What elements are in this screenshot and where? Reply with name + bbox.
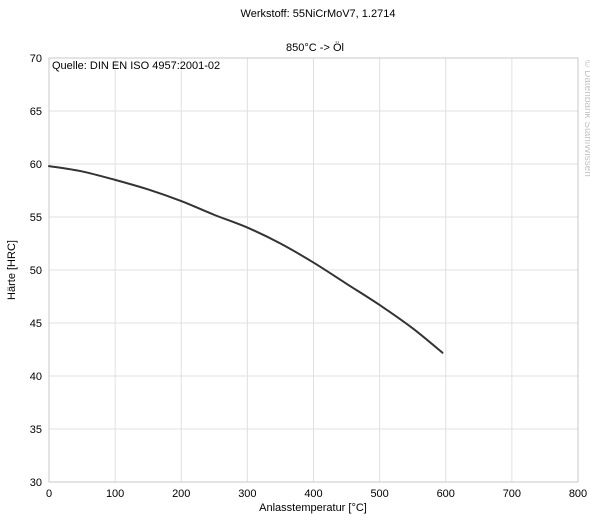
x-axis-label: Anlasstemperatur [°C]: [259, 502, 367, 514]
x-tick-label-4: 400: [304, 488, 322, 500]
y-tick-label-1: 35: [30, 424, 42, 436]
series-line: [48, 165, 444, 354]
x-tick-label-6: 600: [437, 488, 455, 500]
y-tick-label-4: 50: [30, 265, 42, 277]
y-tick-label-3: 45: [30, 318, 42, 330]
x-tick-label-7: 700: [503, 488, 521, 500]
watermark: © Datenbank StahlWissen: [582, 60, 590, 177]
y-tick-label-2: 40: [30, 371, 42, 383]
y-tick-label-5: 55: [30, 212, 42, 224]
x-tick-label-8: 800: [569, 488, 587, 500]
y-tick-label-7: 65: [30, 106, 42, 118]
y-tick-label-0: 30: [30, 477, 42, 489]
y-tick-label-6: 60: [30, 159, 42, 171]
y-tick-label-8: 70: [30, 53, 42, 65]
chart-subtitle: 850°C -> Öl: [286, 42, 344, 54]
x-tick-label-2: 200: [172, 488, 190, 500]
x-tick-label-3: 300: [238, 488, 256, 500]
source-annotation: Quelle: DIN EN ISO 4957:2001-02: [52, 60, 220, 72]
y-axis-label: Härte [HRC]: [6, 240, 18, 300]
grid: [49, 58, 578, 482]
x-tick-label-5: 500: [370, 488, 388, 500]
y-axis-ticks: 30 35 40 45 50 55 60 65 70: [30, 53, 42, 489]
x-tick-label-0: 0: [46, 488, 52, 500]
x-tick-label-1: 100: [106, 488, 124, 500]
chart-title: Werkstoff: 55NiCrMoV7, 1.2714: [241, 8, 396, 20]
x-axis-ticks: 0 100 200 300 400 500 600 700 800: [46, 488, 587, 500]
plot-border: [48, 57, 579, 483]
